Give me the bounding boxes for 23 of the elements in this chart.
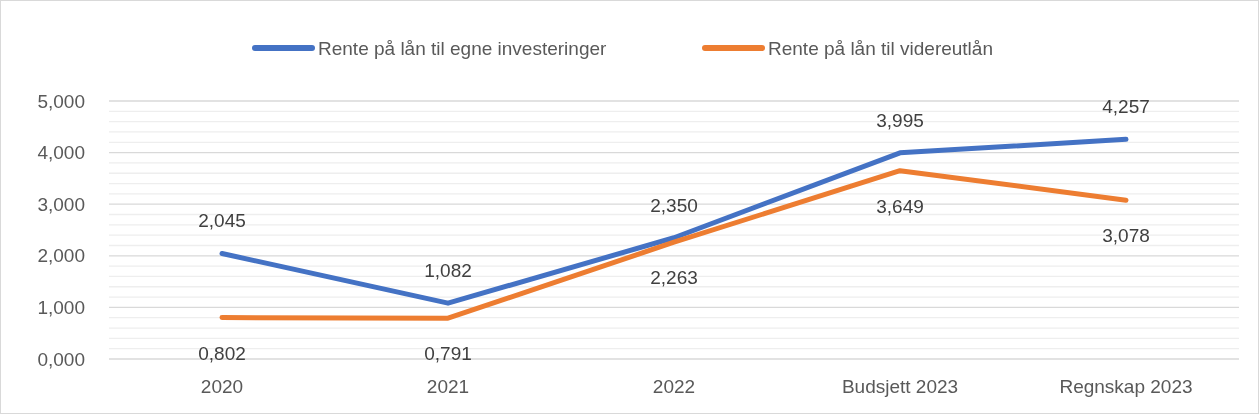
y-tick-label: 1,000 [37,297,85,319]
x-tick-label: 2021 [426,376,470,397]
data-label: 0,791 [424,343,472,365]
data-label: 3,995 [876,109,924,131]
y-tick-label: 0,000 [37,348,85,370]
data-label: 1,082 [424,260,472,282]
legend-label: Rente på lån til videreutlån [768,37,993,59]
y-tick-label: 2,000 [37,245,85,267]
x-tick-label: Regnskap 2023 [1059,376,1193,397]
x-tick-label: 2022 [652,376,696,397]
data-label: 2,263 [650,267,698,289]
x-tick-label: 2020 [200,376,244,397]
y-tick-label: 5,000 [37,90,85,112]
data-label: 0,802 [198,342,246,364]
data-label: 3,078 [1102,225,1150,247]
data-label: 2,045 [198,210,246,232]
x-tick-label: Budsjett 2023 [841,376,959,397]
data-label: 4,257 [1102,96,1150,118]
data-label: 2,350 [650,194,698,216]
legend-label: Rente på lån til egne investeringer [318,37,608,59]
data-label: 3,649 [876,195,924,217]
y-tick-label: 3,000 [37,193,85,215]
y-tick-label: 4,000 [37,142,85,164]
